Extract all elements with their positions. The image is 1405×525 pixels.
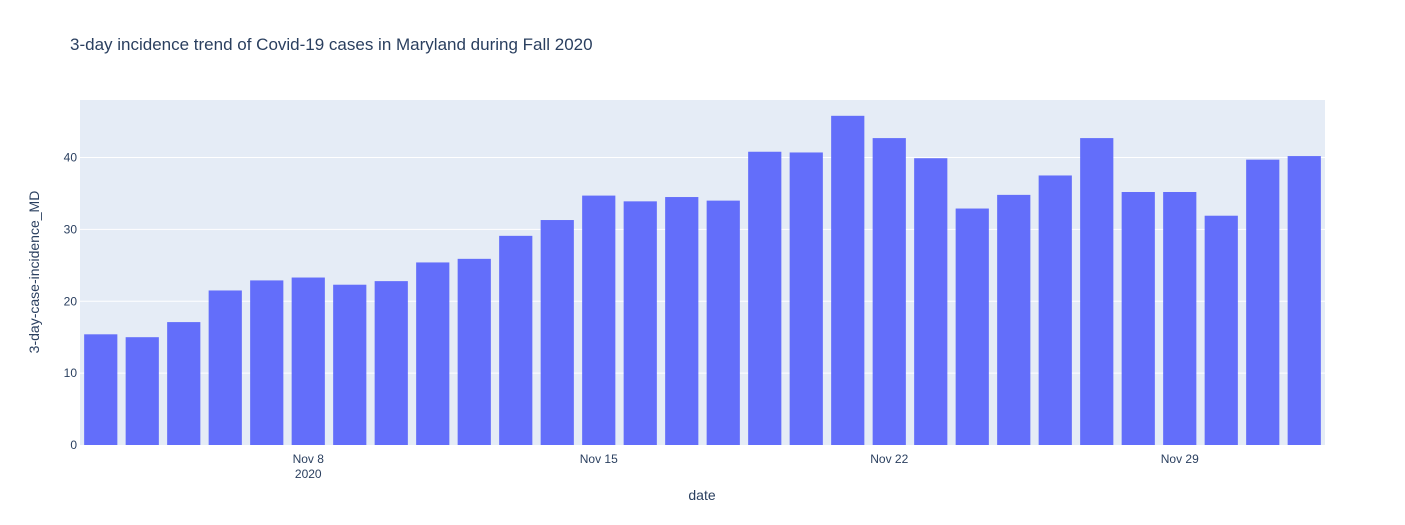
y-tick-label: 30	[64, 222, 78, 236]
x-tick-year-label: 2020	[295, 467, 322, 481]
bar[interactable]	[416, 262, 450, 445]
bar[interactable]	[333, 284, 367, 445]
bar[interactable]	[167, 322, 201, 445]
bar[interactable]	[1038, 175, 1072, 445]
bar[interactable]	[457, 258, 491, 445]
bar[interactable]	[789, 152, 823, 445]
bar[interactable]	[582, 195, 616, 445]
bar[interactable]	[499, 235, 533, 445]
x-tick-label: Nov 29	[1161, 452, 1199, 466]
bar[interactable]	[291, 277, 325, 445]
bar[interactable]	[250, 280, 284, 445]
bar[interactable]	[706, 200, 740, 445]
y-tick-label: 40	[64, 151, 78, 165]
bar[interactable]	[1204, 215, 1238, 445]
bar[interactable]	[1121, 192, 1155, 445]
bar[interactable]	[125, 337, 159, 445]
x-tick-label: Nov 8	[293, 452, 325, 466]
bars	[84, 115, 1321, 445]
bar[interactable]	[1080, 138, 1114, 445]
bar[interactable]	[997, 194, 1031, 445]
bar[interactable]	[1163, 192, 1197, 445]
bar[interactable]	[374, 281, 408, 445]
x-tick-label: Nov 15	[580, 452, 618, 466]
bar[interactable]	[84, 334, 118, 445]
x-axis-label: date	[688, 487, 715, 503]
bar[interactable]	[623, 201, 657, 445]
y-axis-ticks: 0 10 20 30 40	[64, 151, 78, 453]
grid-lines	[80, 157, 1325, 374]
chart-title: 3-day incidence trend of Covid-19 cases …	[70, 35, 593, 54]
x-tick-label: Nov 22	[870, 452, 908, 466]
bar[interactable]	[1246, 159, 1280, 445]
bar[interactable]	[955, 208, 989, 445]
bar[interactable]	[831, 115, 865, 445]
bar[interactable]	[914, 158, 948, 445]
bar[interactable]	[748, 151, 782, 445]
bar[interactable]	[1287, 156, 1321, 445]
y-axis-label: 3-day-case-incidence_MD	[26, 191, 42, 354]
y-tick-label: 20	[64, 294, 78, 308]
bar[interactable]	[872, 138, 906, 445]
bar[interactable]	[665, 197, 699, 445]
bar[interactable]	[540, 220, 574, 445]
y-tick-label: 0	[70, 438, 77, 452]
y-tick-label: 10	[64, 366, 78, 380]
bar[interactable]	[208, 290, 242, 445]
